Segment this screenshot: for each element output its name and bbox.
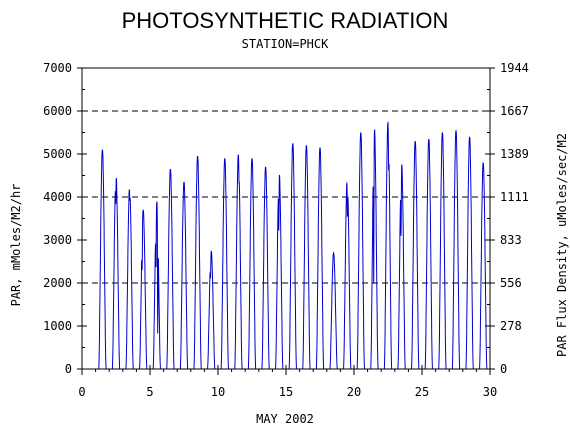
daily-par-curve xyxy=(449,130,463,370)
daily-par-curve xyxy=(218,158,232,370)
plot-frame xyxy=(81,67,491,370)
x-tick-label: 20 xyxy=(347,385,361,399)
daily-par-curve xyxy=(150,201,164,370)
y-tick-label: 0 xyxy=(65,362,72,376)
chart-title: PHOTOSYNTHETIC RADIATION xyxy=(122,8,449,33)
chart-subtitle: STATION=PHCK xyxy=(242,37,329,51)
plot-area xyxy=(95,121,490,370)
daily-par-curve xyxy=(476,162,490,370)
grid-lines xyxy=(82,110,490,284)
y-tick-label: 4000 xyxy=(43,190,72,204)
y-right-tick-label: 556 xyxy=(500,276,522,290)
daily-par-curve xyxy=(136,209,150,370)
y-right-tick-label: 833 xyxy=(500,233,522,247)
y-tick-label: 2000 xyxy=(43,276,72,290)
y-axis-right-label: PAR Flux Density, uMoles/sec/M2 xyxy=(555,133,569,357)
daily-par-curve xyxy=(122,189,137,370)
y-right-tick-label: 1111 xyxy=(500,190,529,204)
daily-par-curve xyxy=(367,129,382,370)
daily-par-curve xyxy=(272,174,286,370)
daily-par-curve xyxy=(190,156,205,370)
x-tick-label: 15 xyxy=(279,385,293,399)
daily-par-curve xyxy=(258,166,273,370)
y-tick-label: 5000 xyxy=(43,147,72,161)
daily-par-curve xyxy=(422,138,436,370)
daily-par-curve xyxy=(313,147,327,370)
daily-par-curve xyxy=(109,177,123,370)
daily-par-curve xyxy=(95,149,110,370)
x-tick-label: 5 xyxy=(146,385,153,399)
daily-par-curve xyxy=(408,141,422,370)
daily-par-curve xyxy=(394,164,409,370)
y-tick-label: 1000 xyxy=(43,319,72,333)
x-tick-label: 0 xyxy=(78,385,85,399)
daily-par-curve xyxy=(245,158,259,370)
daily-par-curve xyxy=(163,168,178,370)
x-tick-label: 25 xyxy=(415,385,429,399)
daily-par-curve xyxy=(231,154,246,370)
y-right-tick-label: 278 xyxy=(500,319,522,333)
y-tick-label: 7000 xyxy=(43,61,72,75)
axis-ticks: 0 1000 2000 3000 4000 5000 6000 7000 0 278 556 833 1… xyxy=(43,61,529,399)
daily-par-curve xyxy=(299,145,314,370)
daily-par-curve xyxy=(381,121,395,370)
x-tick-label: 30 xyxy=(483,385,497,399)
x-tick-label: 10 xyxy=(211,385,225,399)
y-axis-label: PAR, mMoles/M2/hr xyxy=(9,184,23,307)
daily-par-curve xyxy=(462,136,477,370)
daily-par-curve xyxy=(177,181,191,370)
y-right-tick-label: 1944 xyxy=(500,61,529,75)
y-tick-label: 6000 xyxy=(43,104,72,118)
daily-par-curve xyxy=(286,143,300,370)
daily-par-curve xyxy=(340,182,354,370)
daily-par-curve xyxy=(435,132,450,370)
daily-par-curve xyxy=(326,251,341,370)
x-axis-label: MAY 2002 xyxy=(256,412,314,426)
y-right-tick-label: 1389 xyxy=(500,147,529,161)
daily-par-curve xyxy=(204,250,218,370)
y-tick-label: 3000 xyxy=(43,233,72,247)
daily-par-curve xyxy=(354,132,368,370)
y-right-tick-label: 0 xyxy=(500,362,507,376)
y-right-tick-label: 1667 xyxy=(500,104,529,118)
